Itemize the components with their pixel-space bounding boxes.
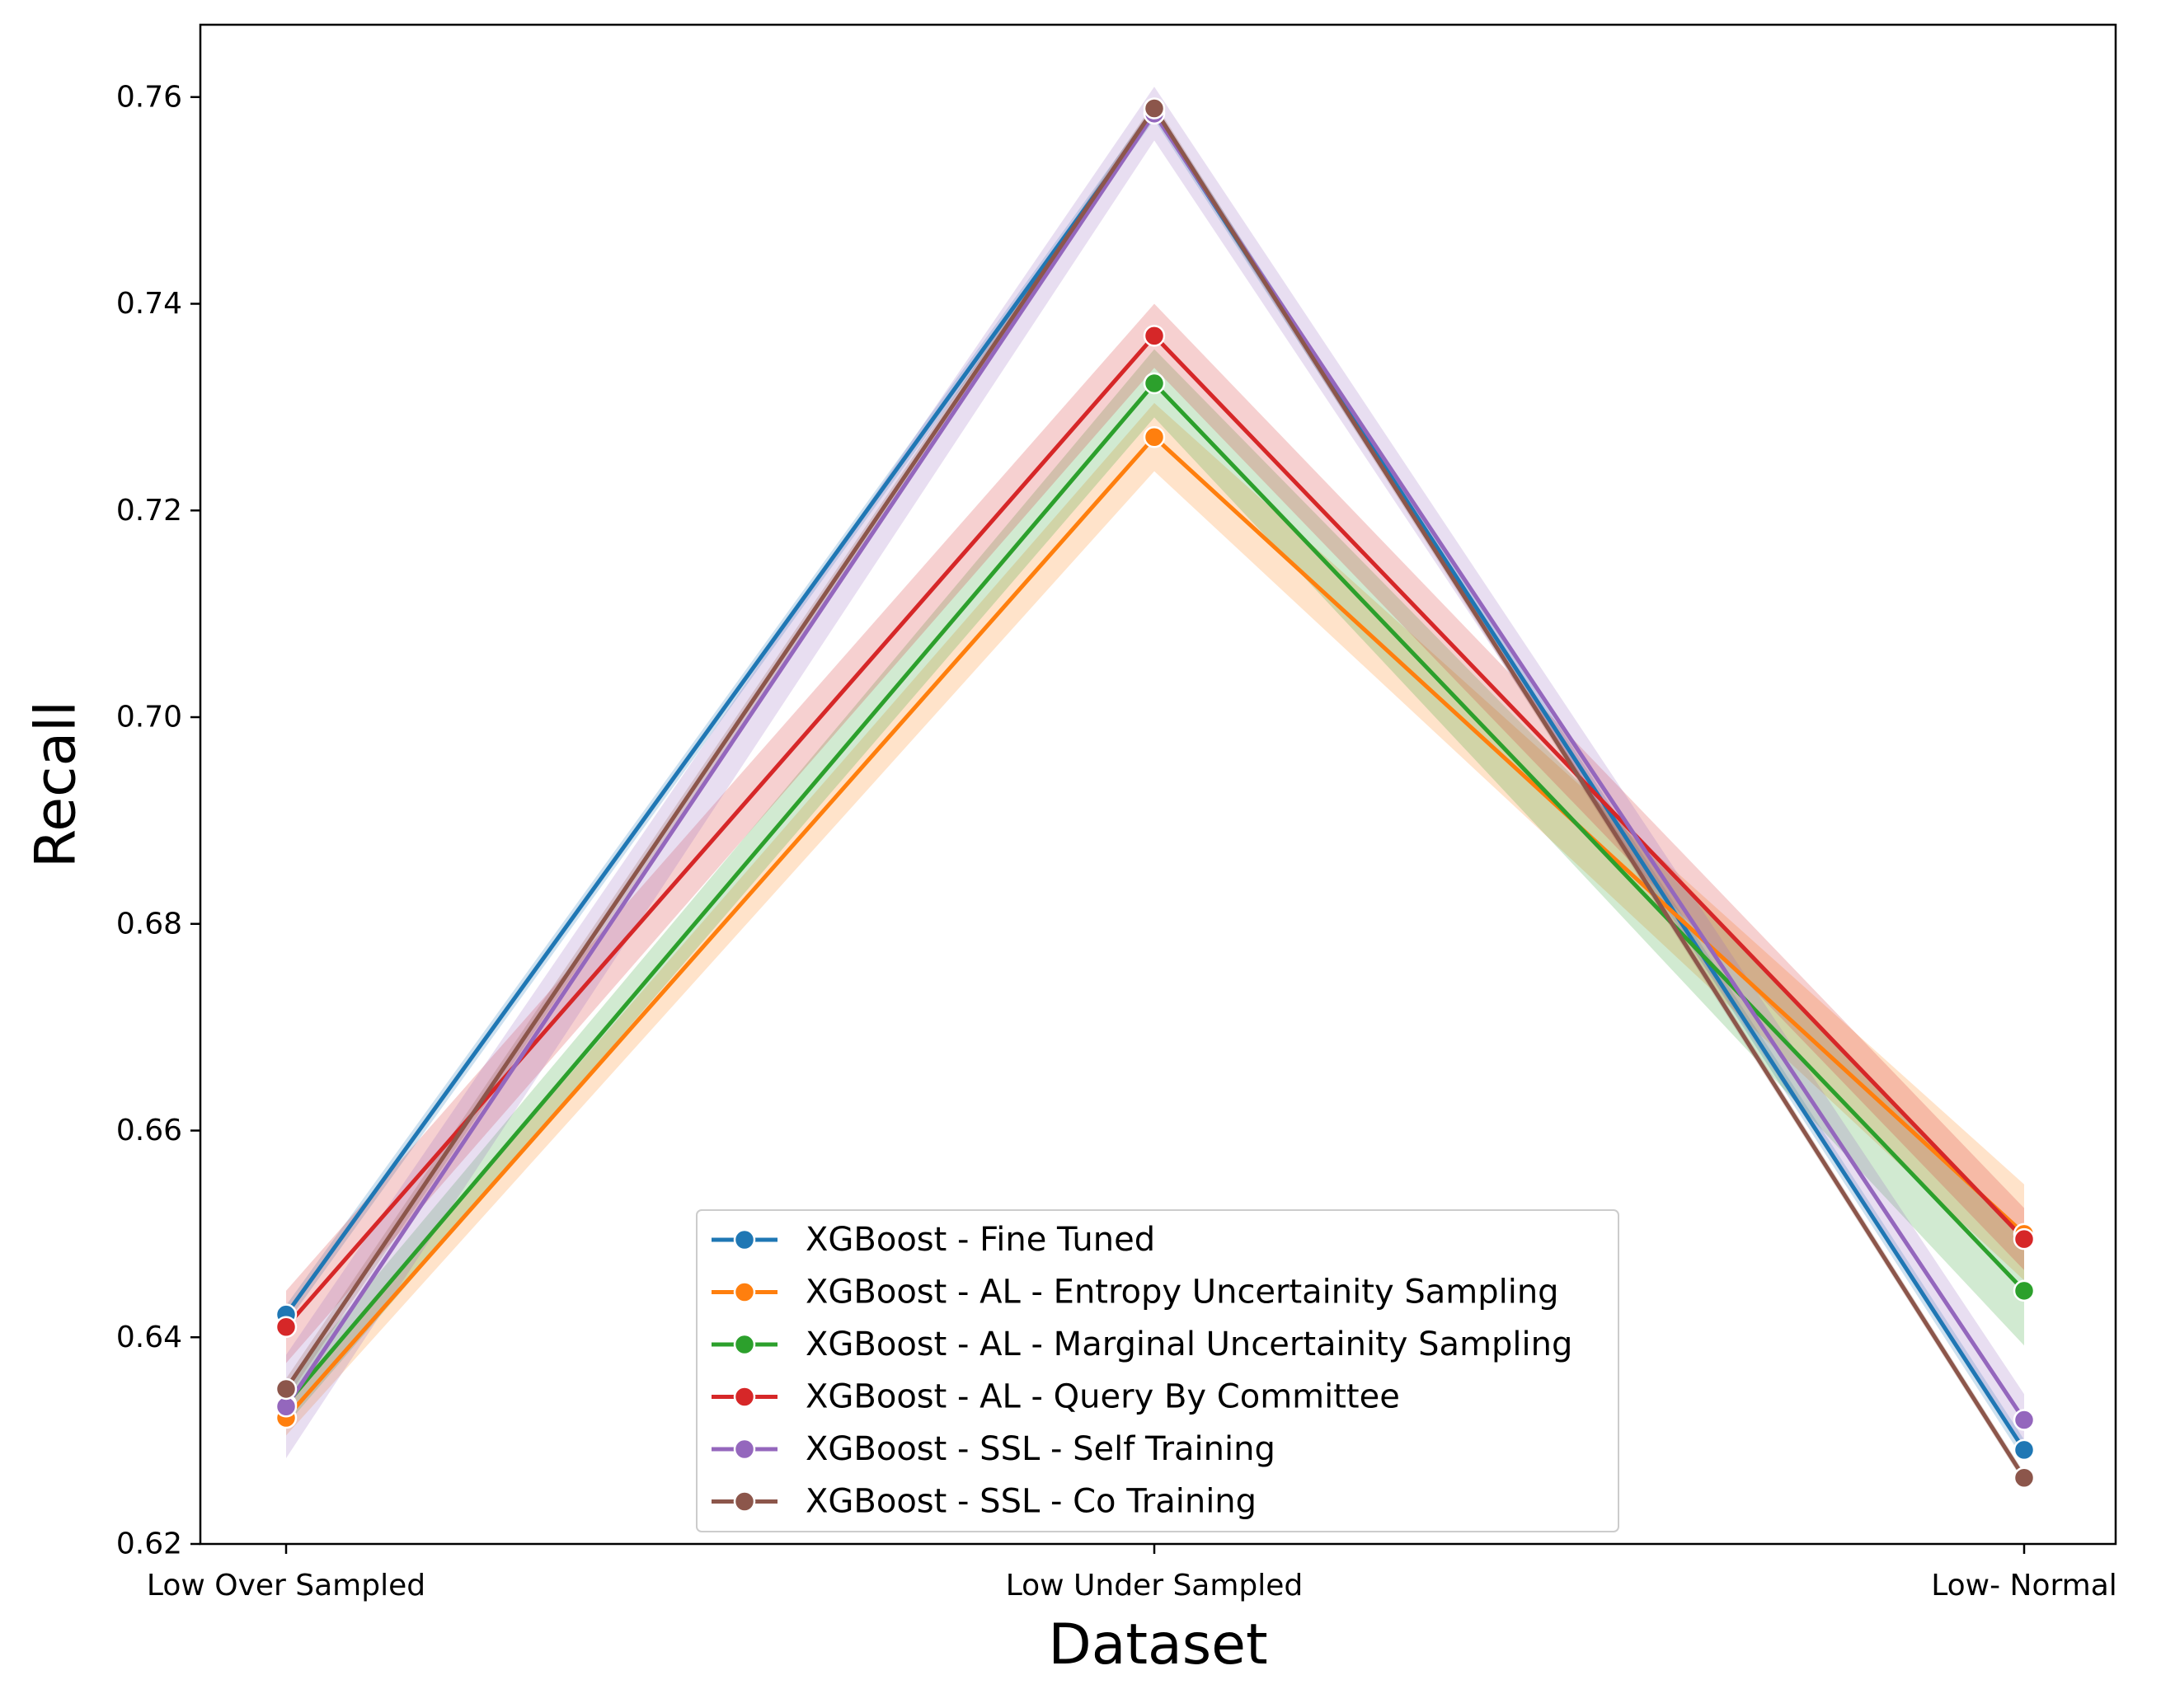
- legend-swatch-marker: [733, 1438, 756, 1461]
- y-tick-label: 0.74: [116, 287, 182, 321]
- legend-item-xgboost-al-entropy-uncertainity-sampling: XGBoost - AL - Entropy Uncertainity Samp…: [712, 1274, 1559, 1312]
- y-tick-label: 0.66: [116, 1114, 182, 1147]
- point-xgboost-al-marginal-uncertainity-sampling-low-under-sampled: [1143, 372, 1166, 395]
- y-axis-ticks: 0.62 0.64 0.66 0.68 0.70 0.72 0.74 0.76: [116, 80, 200, 1561]
- x-tick-label: Low Over Sampled: [147, 1569, 425, 1602]
- legend-item-xgboost-ssl-self-training: XGBoost - SSL - Self Training: [712, 1430, 1275, 1468]
- y-tick-label: 0.72: [116, 494, 182, 528]
- legend-label: XGBoost - AL - Marginal Uncertainity Sam…: [806, 1326, 1572, 1363]
- legend-label: XGBoost - SSL - Self Training: [806, 1430, 1275, 1468]
- x-tick-label: Low Under Sampled: [1006, 1569, 1304, 1602]
- plot-frame: [199, 23, 2117, 1546]
- legend-item-xgboost-al-marginal-uncertainity-sampling: XGBoost - AL - Marginal Uncertainity Sam…: [712, 1326, 1572, 1363]
- legend-swatch-marker: [733, 1333, 756, 1356]
- point-xgboost-al-marginal-uncertainity-sampling-low-normal: [2013, 1279, 2036, 1302]
- y-tick-label: 0.64: [116, 1321, 182, 1354]
- legend-box: [696, 1209, 1619, 1532]
- y-tick-label: 0.62: [116, 1527, 182, 1561]
- legend-item-xgboost-ssl-co-training: XGBoost - SSL - Co Training: [712, 1483, 1257, 1521]
- point-xgboost-ssl-co-training-low-over-sampled: [275, 1377, 298, 1401]
- point-xgboost-ssl-co-training-low-under-sampled: [1143, 97, 1166, 120]
- y-tick-label: 0.70: [116, 701, 182, 734]
- legend-swatch-marker: [733, 1281, 756, 1303]
- legend-item-xgboost-fine-tuned: XGBoost - Fine Tuned: [712, 1221, 1155, 1259]
- legend-swatch-marker: [733, 1490, 756, 1513]
- y-tick-label: 0.68: [116, 907, 182, 941]
- x-tick-label: Low- Normal: [1931, 1569, 2117, 1602]
- point-xgboost-ssl-co-training-low-normal: [2013, 1466, 2036, 1490]
- series-markers: [275, 97, 2036, 1490]
- point-xgboost-ssl-self-training-low-normal: [2013, 1409, 2036, 1431]
- legend: XGBoost - Fine Tuned XGBoost - AL - Entro…: [696, 1209, 1619, 1532]
- x-axis-label: Dataset: [1048, 1612, 1267, 1678]
- y-axis-label: Recall: [24, 701, 89, 868]
- point-xgboost-al-query-by-committee-low-under-sampled: [1143, 325, 1166, 347]
- legend-swatch-marker: [733, 1386, 756, 1408]
- point-xgboost-fine-tuned-low-normal: [2013, 1438, 2036, 1462]
- legend-label: XGBoost - AL - Entropy Uncertainity Samp…: [806, 1274, 1559, 1312]
- legend-swatch-marker: [733, 1228, 756, 1251]
- point-xgboost-al-query-by-committee-low-over-sampled: [275, 1316, 298, 1338]
- point-xgboost-al-entropy-uncertainity-sampling-low-under-sampled: [1143, 425, 1166, 448]
- x-axis-ticks: Low Over Sampled Low Under Sampled Low- No…: [147, 1544, 2117, 1602]
- y-tick-label: 0.76: [116, 80, 182, 114]
- band-xgboost-al-marginal-uncertainity-sampling: [286, 349, 2024, 1425]
- legend-label: XGBoost - SSL - Co Training: [806, 1483, 1257, 1521]
- legend-item-xgboost-al-query-by-committee: XGBoost - AL - Query By Committee: [712, 1378, 1400, 1416]
- legend-label: XGBoost - Fine Tuned: [806, 1221, 1155, 1259]
- legend-label: XGBoost - AL - Query By Committee: [806, 1378, 1400, 1416]
- point-xgboost-al-query-by-committee-low-normal: [2013, 1227, 2036, 1250]
